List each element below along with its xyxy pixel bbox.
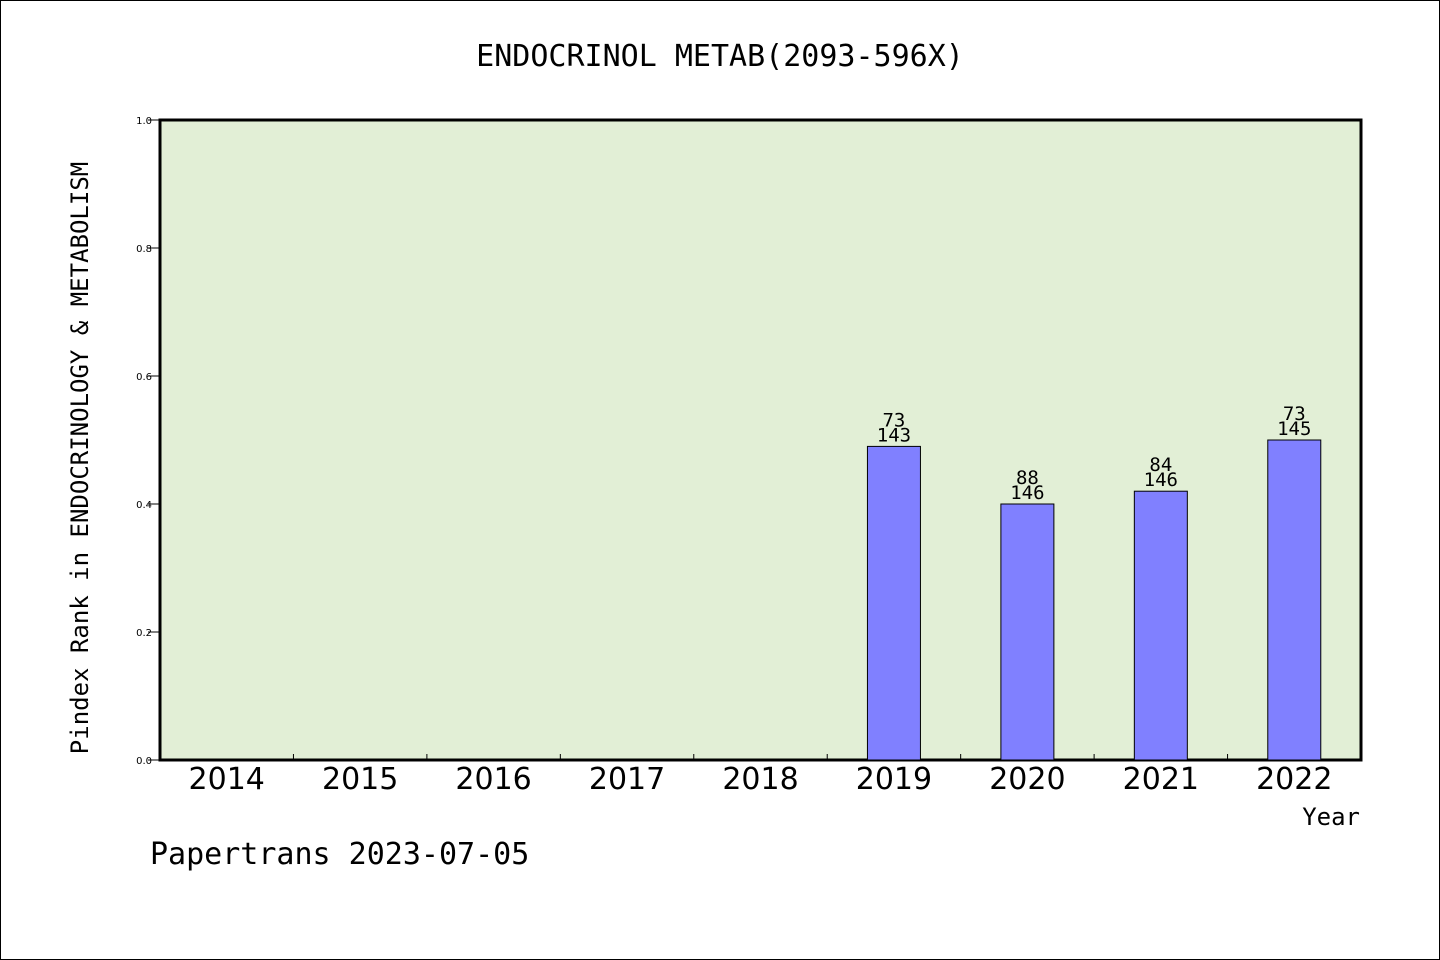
y-tick-label: 0.8 <box>136 244 152 255</box>
bar-label-rank: 88 <box>1016 467 1039 489</box>
chart-title: ENDOCRINOL METAB(2093-596X) <box>476 39 964 74</box>
bar-label-rank: 84 <box>1149 454 1172 476</box>
footer-credit: Papertrans 2023-07-05 <box>150 837 529 872</box>
y-tick-label: 0.2 <box>136 628 152 639</box>
x-tick-label: 2020 <box>989 762 1065 797</box>
bar-2019 <box>866 445 921 761</box>
y-axis-label: Pindex Rank in ENDOCRINOLOGY & METABOLIS… <box>66 162 94 754</box>
bar-label-total: 146 <box>1010 482 1044 504</box>
x-tick-label: 2018 <box>722 762 798 797</box>
x-tick-label: 2017 <box>589 762 665 797</box>
bar-2022 <box>1267 439 1322 761</box>
x-tick-label: 2021 <box>1123 762 1199 797</box>
x-tick-label: 2016 <box>455 762 531 797</box>
bar-label-total: 145 <box>1277 418 1311 440</box>
bar-label-rank: 73 <box>1283 403 1306 425</box>
bar-2020 <box>1000 503 1055 761</box>
x-tick-label: 2022 <box>1256 762 1332 797</box>
y-tick-label: 0.4 <box>136 500 152 511</box>
x-tick-label: 2014 <box>189 762 265 797</box>
y-tick-label: 1.0 <box>136 116 152 127</box>
y-tick-label: 0.0 <box>136 756 152 767</box>
y-tick-label: 0.6 <box>136 372 152 383</box>
bar-label-total: 143 <box>877 424 911 446</box>
bar-label-total: 146 <box>1144 469 1178 491</box>
x-tick-label: 2015 <box>322 762 398 797</box>
x-axis-label: Year <box>1302 803 1360 831</box>
bar-label-rank: 73 <box>882 409 905 431</box>
bar-2021 <box>1133 490 1188 761</box>
x-tick-label: 2019 <box>856 762 932 797</box>
